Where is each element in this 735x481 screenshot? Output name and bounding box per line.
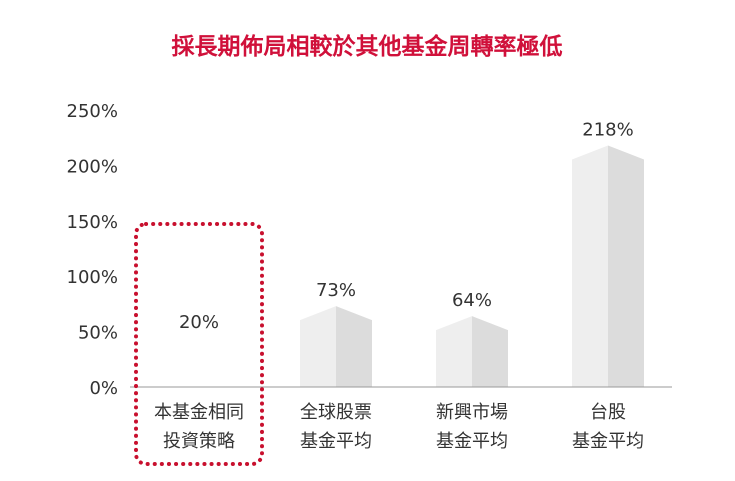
category-label: 基金平均 (572, 431, 644, 452)
bar-side (472, 316, 508, 387)
data-label: 64% (452, 290, 492, 311)
bar-side (336, 306, 372, 387)
category-label: 基金平均 (436, 431, 508, 452)
category-label: 全球股票 (300, 402, 372, 423)
bar (436, 316, 472, 387)
data-label: 20% (179, 312, 219, 333)
bar-side (608, 145, 644, 387)
bars: 20% 73% 64% 218% (163, 119, 644, 387)
y-tick-label: 150% (67, 212, 118, 233)
y-tick-label: 100% (67, 267, 118, 288)
category-label: 本基金相同 (154, 402, 244, 423)
bar (300, 306, 336, 387)
bar (163, 365, 235, 387)
chart-title: 採長期佈局相較於其他基金周轉率極低 (172, 33, 563, 60)
y-tick-label: 0% (89, 378, 118, 399)
highlight-box (134, 222, 264, 466)
category-label: 台股 (590, 402, 626, 423)
y-tick-label: 200% (67, 156, 118, 177)
data-label: 73% (316, 280, 356, 301)
y-tick-label: 250% (67, 101, 118, 122)
category-label: 基金平均 (300, 431, 372, 452)
y-axis: 0% 50% 100% 150% 200% 250% (67, 101, 118, 399)
y-tick-label: 50% (78, 323, 118, 344)
category-label: 投資策略 (163, 431, 235, 452)
bar (572, 145, 608, 387)
category-label: 新興市場 (436, 402, 508, 423)
data-label: 218% (582, 119, 633, 140)
